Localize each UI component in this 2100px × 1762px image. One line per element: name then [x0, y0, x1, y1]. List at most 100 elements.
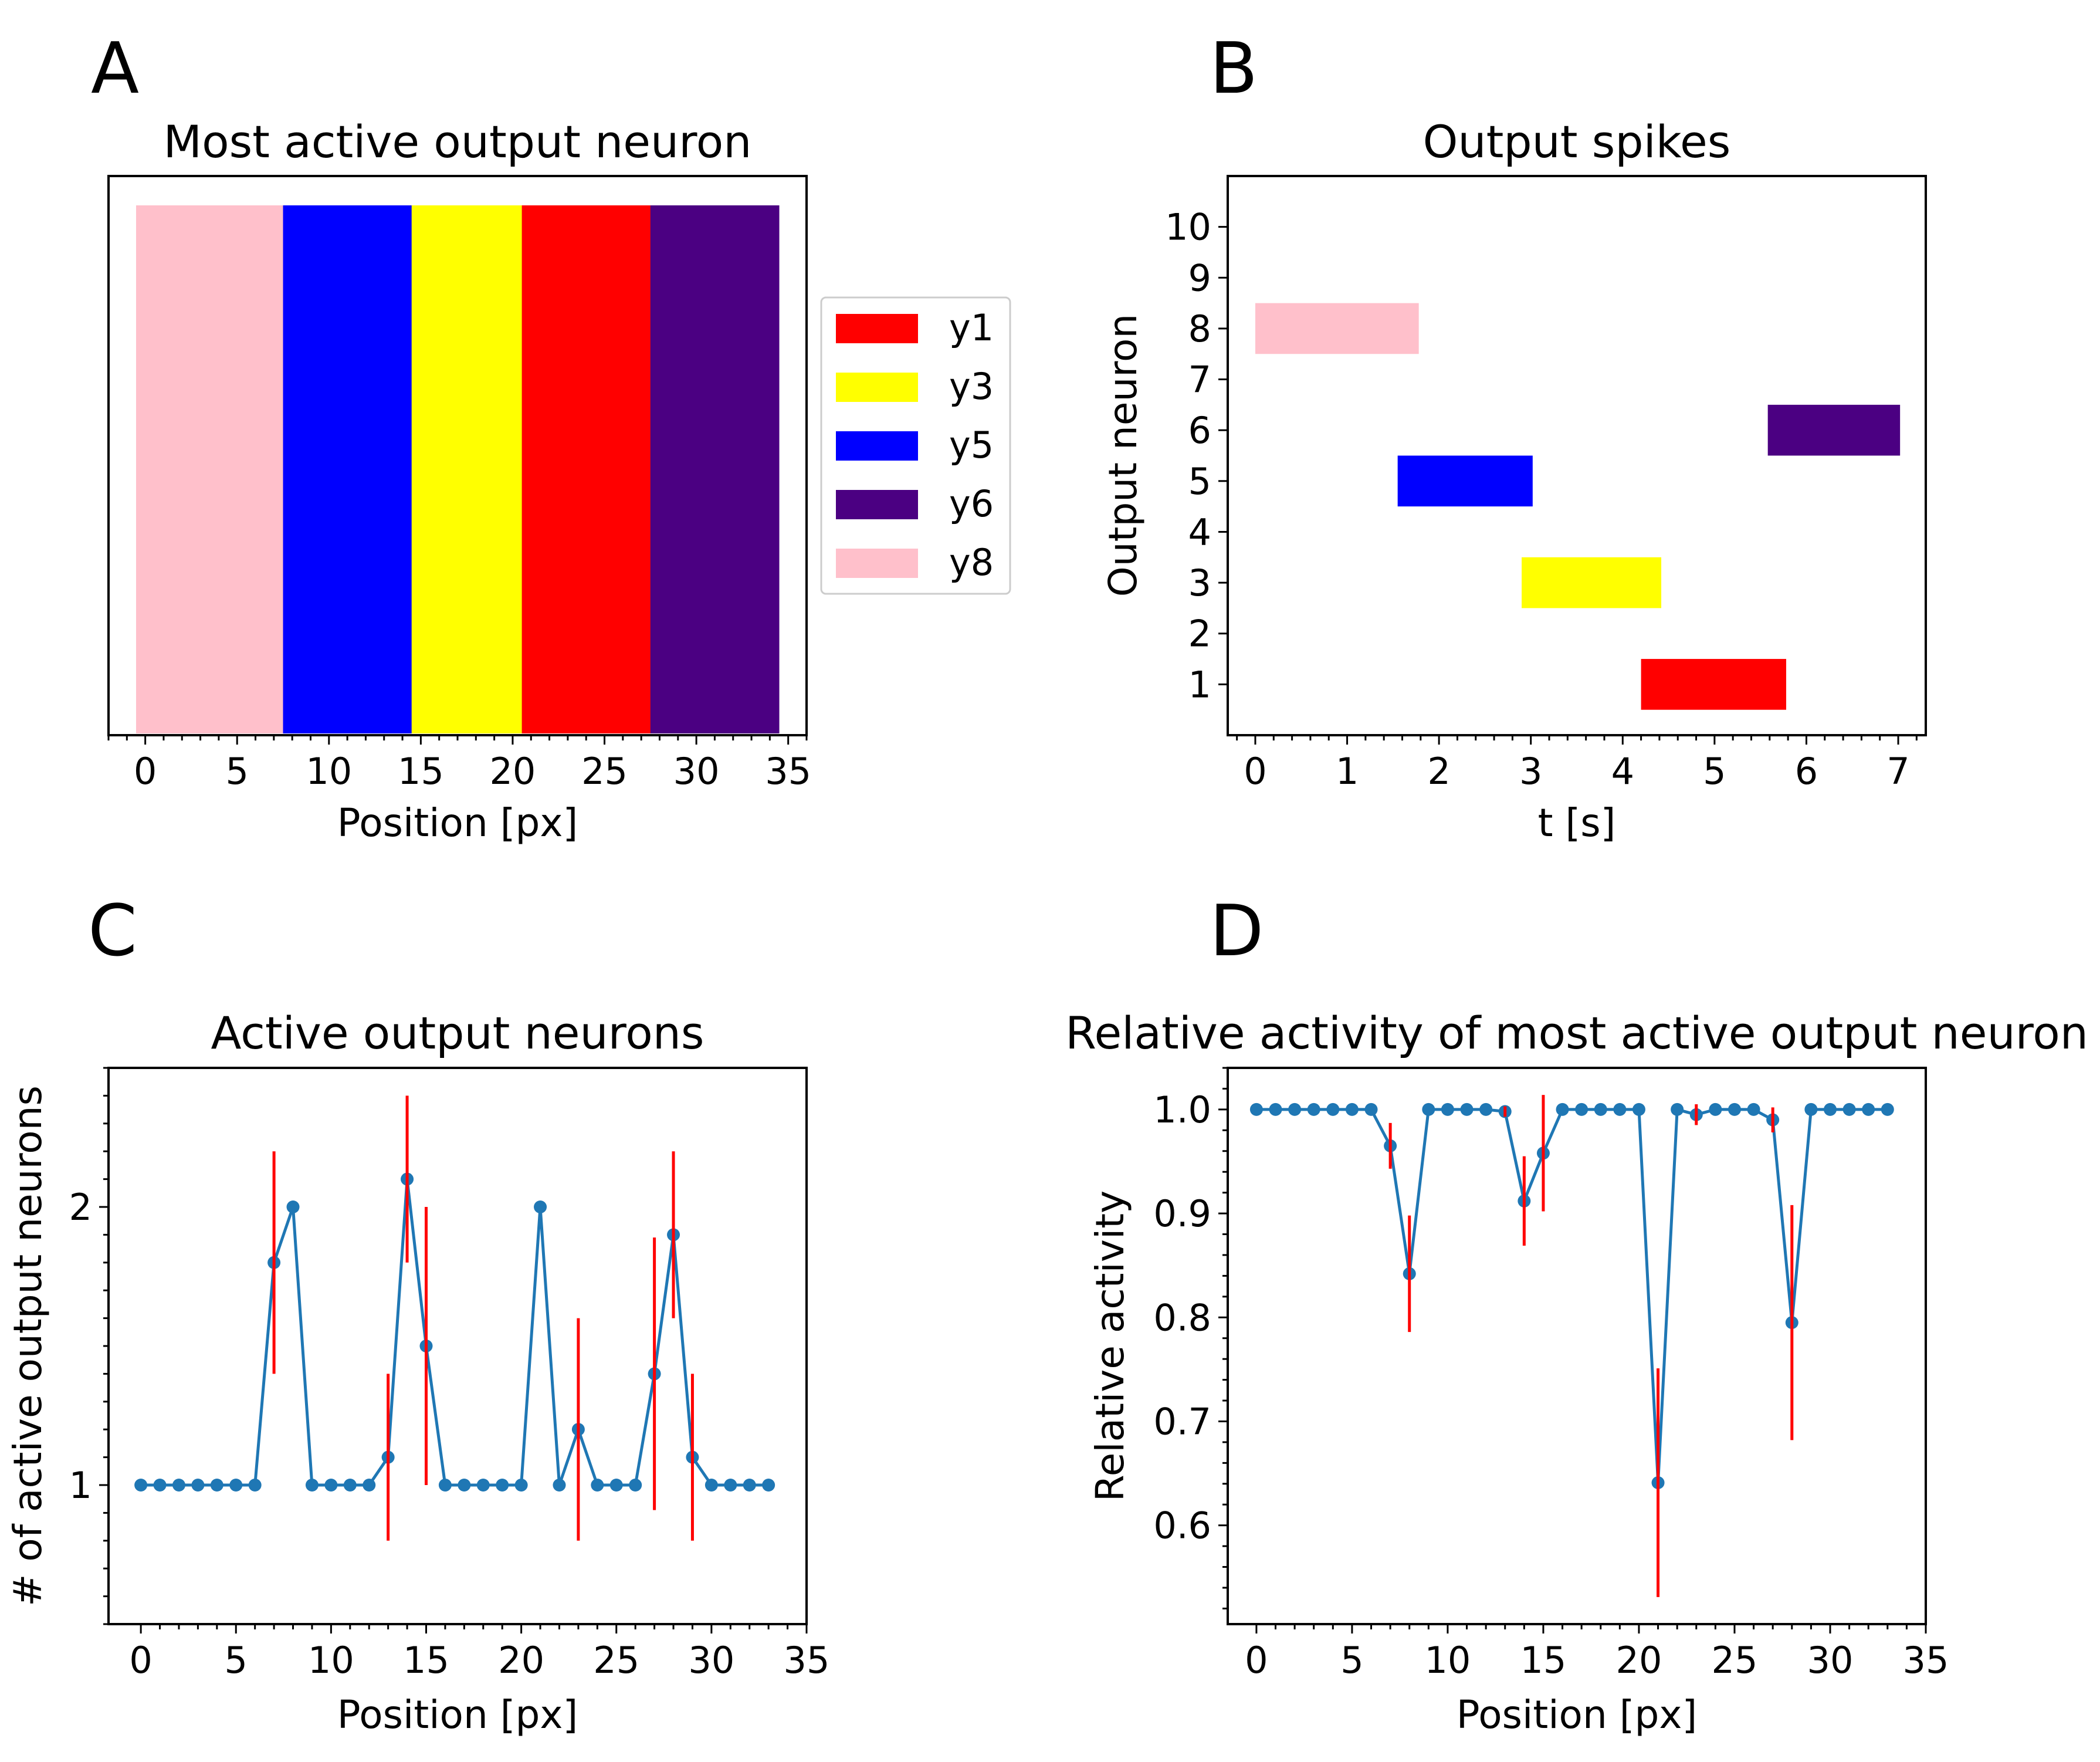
panel-b-y-tick-label: 7: [1188, 359, 1211, 401]
panel-d-data-point: [1345, 1102, 1359, 1116]
panel-b-x-label: t [s]: [1538, 800, 1616, 846]
panel-c-data-point: [248, 1479, 262, 1492]
bar-segment-y8: [136, 205, 283, 733]
panel-b-x-tick-label: 6: [1795, 750, 1818, 793]
panel-b-x-tick-label: 5: [1703, 750, 1726, 793]
panel-c-y-label: # of active output neurons: [5, 1085, 50, 1607]
panel-c-y-tick-label: 1: [69, 1464, 92, 1507]
panel-d-data-point: [1862, 1102, 1875, 1116]
panel-letter-c: C: [88, 891, 137, 972]
panel-c-x-tick-label: 30: [688, 1639, 734, 1682]
panel-d-y-tick-label: 0.9: [1153, 1192, 1211, 1235]
spike-block-neuron-3: [1522, 557, 1662, 608]
panel-b-x-tick-label: 1: [1336, 750, 1359, 793]
panel-b-y-tick-label: 5: [1188, 460, 1211, 503]
panel-c-data-point: [458, 1479, 471, 1492]
panel-d: Relative activity of most active output …: [1065, 1007, 2088, 1737]
panel-c-x-label: Position [px]: [337, 1692, 578, 1737]
panel-a-x-tick-label: 25: [581, 750, 628, 793]
panel-c-x-tick-label: 20: [498, 1639, 544, 1682]
panel-c-data-point: [762, 1479, 775, 1492]
panel-c-data-point: [724, 1479, 737, 1492]
panel-c-data-point: [191, 1479, 205, 1492]
panel-b-y-ticks: 1 2 3 4 5 6 7 8 9 10: [1165, 206, 1228, 706]
panel-d-data-point: [1269, 1102, 1282, 1116]
spike-block-neuron-6: [1767, 404, 1901, 456]
panel-b-y-tick-label: 8: [1188, 307, 1211, 350]
panel-c-data-point: [591, 1479, 604, 1492]
panel-b-x-tick-label: 2: [1427, 750, 1450, 793]
panel-d-data-point: [1307, 1102, 1320, 1116]
panel-c-data-point: [438, 1479, 452, 1492]
panel-c-data-point: [153, 1479, 167, 1492]
panel-c-x-tick-label: 25: [593, 1639, 639, 1682]
legend-swatch-y6: [836, 490, 918, 519]
panel-c-data-point: [172, 1479, 185, 1492]
panel-c-data-point: [534, 1200, 547, 1213]
panel-a-x-label: Position [px]: [337, 800, 578, 846]
panel-c-data-point: [305, 1479, 319, 1492]
panel-d-data-point: [1479, 1102, 1493, 1116]
panel-d-data-point: [1326, 1102, 1340, 1116]
panel-c-data-point: [629, 1479, 642, 1492]
legend-label-y6: y6: [949, 482, 994, 525]
legend-label-y8: y8: [949, 541, 994, 584]
panel-d-data-point: [1288, 1102, 1302, 1116]
panel-a-x-tick-label: 0: [134, 750, 157, 793]
panel-b-plot-area: [1255, 303, 1901, 710]
bar-segment-y1: [521, 205, 651, 733]
panel-a-x-tick-label: 5: [225, 750, 248, 793]
panel-c-data-point: [363, 1479, 376, 1492]
panel-d-data-point: [1249, 1102, 1263, 1116]
panel-b-y-tick-label: 1: [1188, 663, 1211, 706]
panel-c-data-point: [704, 1479, 718, 1492]
panel-d-x-tick-label: 35: [1903, 1639, 1949, 1682]
panel-d-data-point: [1364, 1102, 1378, 1116]
panel-c-x-tick-label: 10: [308, 1639, 354, 1682]
panel-c-title: Active output neurons: [211, 1007, 704, 1059]
panel-b-y-tick-label: 10: [1165, 206, 1211, 249]
panel-b-y-tick-label: 9: [1188, 256, 1211, 299]
panel-c-data-point: [553, 1479, 566, 1492]
panel-b-frame: [1227, 175, 1927, 736]
panel-d-plot-area: [1249, 1095, 1894, 1597]
panel-d-y-tick-label: 0.7: [1153, 1400, 1211, 1443]
panel-d-x-tick-label: 15: [1520, 1639, 1566, 1682]
panel-letter-b: B: [1210, 28, 1258, 110]
panel-a-x-tick-label: 30: [673, 750, 720, 793]
panel-c-data-point: [286, 1200, 300, 1213]
panel-d-x-tick-label: 5: [1340, 1639, 1363, 1682]
panel-c: Active output neurons 0 5 10 15 20 25 30 35 12 …: [5, 1007, 829, 1737]
bar-segment-y6: [650, 205, 780, 733]
panel-a-x-tick-label: 20: [489, 750, 536, 793]
panel-a-title: Most active output neuron: [164, 116, 752, 168]
panel-a-legend: y1 y3 y5 y6 y8: [820, 296, 1011, 595]
panel-c-data-point: [210, 1479, 223, 1492]
panel-d-data-point: [1460, 1102, 1474, 1116]
panel-c-y-ticks: 12: [69, 1067, 109, 1625]
panel-a-x-tick-label: 15: [398, 750, 444, 793]
panel-a-plot-area: [136, 205, 780, 733]
panel-d-data-point: [1422, 1102, 1435, 1116]
panel-d-x-tick-label: 10: [1424, 1639, 1471, 1682]
legend-label-y3: y3: [949, 365, 994, 408]
panel-d-y-ticks: 0.6 0.7 0.8 0.9 1.0: [1153, 1067, 1228, 1609]
panel-c-data-point: [609, 1479, 623, 1492]
panel-b-y-tick-label: 3: [1188, 562, 1211, 604]
panel-b-y-tick-label: 6: [1188, 409, 1211, 452]
panel-d-x-tick-label: 0: [1245, 1639, 1268, 1682]
panel-c-x-tick-label: 15: [403, 1639, 449, 1682]
panel-b: Output spikes 0 1 2 3 4 5 6 7 1 2 3 4 5 6 7 8 9 10 t [s]…: [1100, 116, 1927, 846]
panel-d-x-ticks: 0 5 10 15 20 25 30 35: [1245, 1624, 1949, 1682]
panel-d-y-tick-label: 0.8: [1153, 1296, 1211, 1339]
panel-d-data-point: [1881, 1102, 1894, 1116]
panel-d-data-point: [1804, 1102, 1818, 1116]
panel-a-x-tick-label: 35: [765, 750, 811, 793]
legend-swatch-y3: [836, 373, 918, 402]
panel-b-x-tick-label: 7: [1886, 750, 1909, 793]
panel-d-data-point: [1728, 1102, 1741, 1116]
panel-c-data-point: [134, 1479, 148, 1492]
panel-b-y-tick-label: 2: [1188, 613, 1211, 655]
panel-d-y-tick-label: 0.6: [1153, 1504, 1211, 1547]
spike-block-neuron-1: [1641, 659, 1786, 710]
